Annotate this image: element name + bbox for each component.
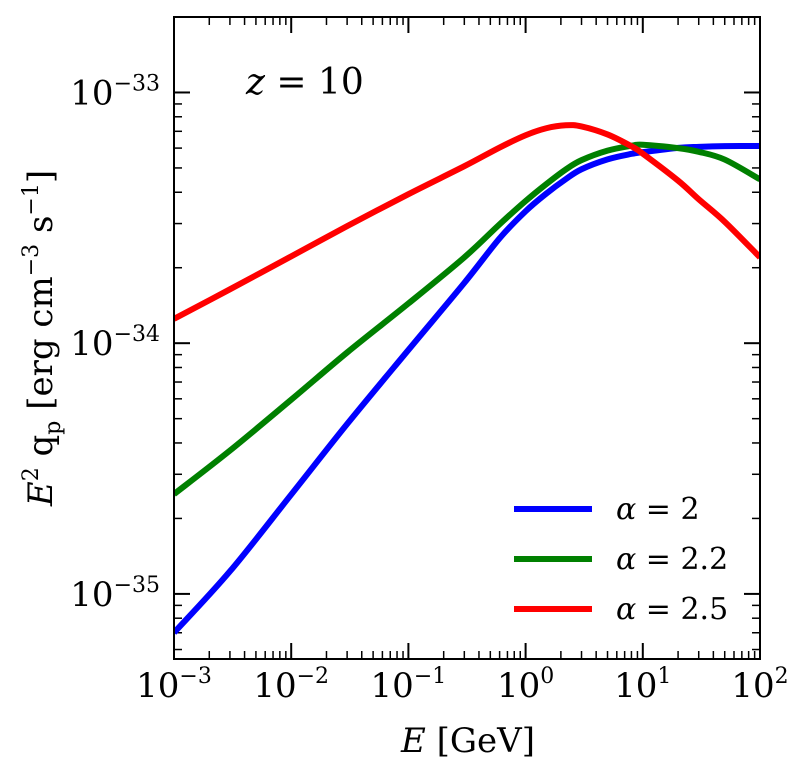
y-tick-base: 10 [70,575,113,615]
y-axis-label: E2 qp [erg cm−3 s−1] [19,170,66,507]
annotation-var: z [245,62,266,103]
annotation: z = 10 [245,62,364,103]
x-tick-label: 102 [731,664,788,706]
axis-ticks [173,16,761,659]
y-axis-label-mid: q [21,435,61,468]
x-tick-label: 100 [497,664,554,706]
x-tick-base: 10 [497,666,540,706]
x-tick-label: 101 [614,664,671,706]
series-line-2 [174,141,760,497]
x-tick-label: 10−2 [253,664,329,706]
y-axis-label-unit3: ] [21,170,61,183]
legend-label: α = 2 [616,492,700,527]
y-tick-exp: −33 [114,71,160,96]
y-axis-label-sup: 2 [19,467,44,481]
x-tick-base: 10 [614,666,657,706]
x-axis-label: E [GeV] [400,721,535,761]
legend-label-rest: = 2.2 [636,542,728,577]
x-axis-label-var: E [400,721,426,761]
y-tick-exp: −35 [114,573,160,598]
x-tick-base: 10 [371,666,414,706]
x-tick-exp: −2 [297,664,329,689]
y-tick-label: 10−33 [70,71,160,113]
x-tick-label: 10−1 [371,664,447,706]
y-axis-label-sup2: −3 [19,244,44,276]
y-axis-label-unit2: s [21,216,61,244]
legend-label-var: α [616,492,636,527]
y-tick-label: 10−35 [70,573,160,615]
y-tick-base: 10 [70,324,113,364]
y-tick-exp: −34 [114,322,160,347]
legend-label: α = 2.2 [616,542,728,577]
x-tick-label: 10−3 [136,664,212,706]
series-line-3 [174,122,760,322]
legend: α = 2α = 2.2α = 2.5 [514,492,728,627]
plot-frame [173,16,761,660]
legend-label-var: α [616,542,636,577]
y-tick-base: 10 [70,73,113,113]
annotation-val: 10 [318,62,364,103]
x-tick-exp: −3 [179,664,211,689]
y-axis-label-sup3: −1 [19,183,44,215]
x-tick-exp: −1 [414,664,446,689]
legend-label-rest: = 2.5 [636,592,728,627]
legend-label-var: α [616,592,636,627]
y-axis-label-sub: p [41,421,66,435]
x-axis-label-rest: [GeV] [426,721,535,761]
y-tick-label: 10−34 [70,322,160,364]
x-tick-base: 10 [136,666,179,706]
series-layer [174,122,760,635]
y-axis-label-unit1: [erg cm [21,276,61,420]
x-tick-base: 10 [731,666,774,706]
legend-label-rest: = 2 [636,492,699,527]
x-tick-exp: 1 [657,664,671,689]
legend-label: α = 2.5 [616,592,728,627]
x-tick-exp: 0 [540,664,554,689]
x-tick-exp: 2 [775,664,789,689]
annotation-eq: = [265,62,318,103]
x-tick-base: 10 [253,666,296,706]
y-axis-label-var: E [21,481,61,507]
